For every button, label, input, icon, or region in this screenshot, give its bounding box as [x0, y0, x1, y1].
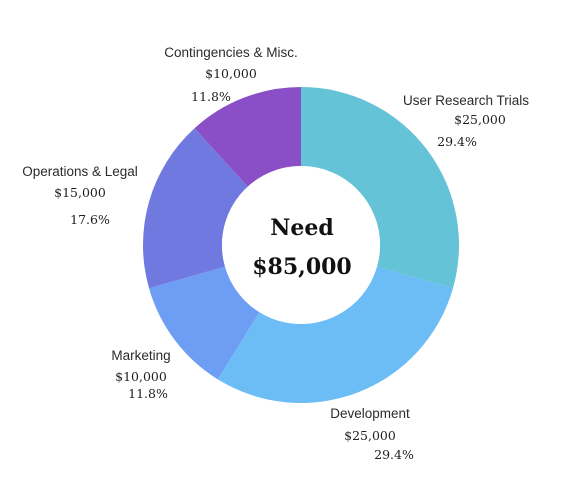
- label-amount-development: $25,000: [344, 428, 396, 443]
- center-title: Need: [270, 215, 334, 241]
- slice-operations-legal: [143, 128, 248, 289]
- slice-marketing: [149, 266, 260, 380]
- label-amount-marketing: $10,000: [115, 369, 167, 384]
- slice-labels: User Research Trials $25,000 29.4% Developm…: [22, 45, 529, 462]
- slice-contingencies-misc: [194, 87, 301, 187]
- donut-slices: [143, 87, 459, 403]
- label-amount-contingencies-misc: $10,000: [205, 66, 257, 81]
- donut-hole: [222, 166, 380, 324]
- slice-user-research-trials: [301, 87, 459, 289]
- label-name-user-research-trials: User Research Trials: [403, 93, 529, 108]
- label-amount-operations-legal: $15,000: [54, 185, 106, 200]
- label-percent-marketing: 11.8%: [128, 386, 168, 401]
- slice-development: [217, 266, 453, 403]
- label-amount-user-research-trials: $25,000: [454, 112, 506, 127]
- label-percent-operations-legal: 17.6%: [70, 212, 110, 227]
- center-value: $85,000: [252, 254, 352, 280]
- label-name-contingencies-misc: Contingencies & Misc.: [164, 45, 298, 60]
- label-name-operations-legal: Operations & Legal: [22, 164, 138, 179]
- label-percent-user-research-trials: 29.4%: [437, 134, 477, 149]
- label-name-development: Development: [330, 406, 410, 421]
- label-percent-contingencies-misc: 11.8%: [191, 89, 231, 104]
- label-name-marketing: Marketing: [111, 348, 170, 363]
- label-percent-development: 29.4%: [374, 447, 414, 462]
